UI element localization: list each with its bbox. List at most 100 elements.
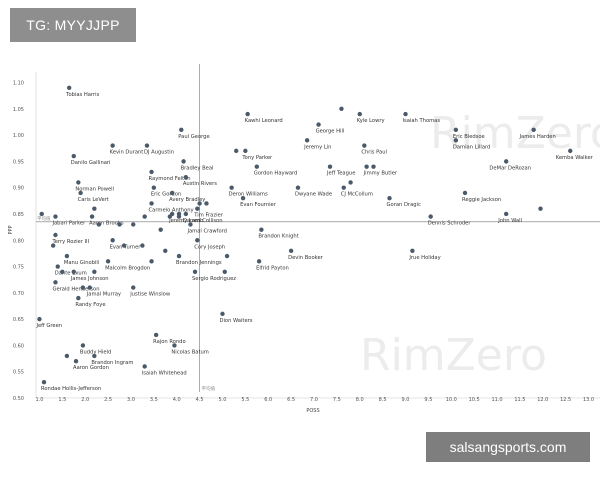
point-label: Kawhi Leonard	[245, 118, 283, 124]
x-tick-label: 5.0	[219, 397, 227, 403]
data-point	[222, 269, 227, 275]
data-point	[142, 214, 147, 219]
data-point	[195, 206, 200, 211]
point-label: Paul George	[178, 134, 209, 140]
data-point	[110, 143, 115, 148]
data-point	[181, 159, 186, 164]
data-point	[176, 253, 182, 259]
x-tick-label: 9.5	[424, 397, 432, 403]
point-label: Rondae Hollis-Jefferson	[41, 386, 101, 392]
point-label: Dennis Schroder	[428, 221, 472, 227]
point-label: Brandon Jennings	[176, 260, 222, 266]
data-point	[316, 122, 321, 127]
point-label: Dion Waiters	[219, 318, 252, 324]
data-point	[371, 164, 376, 169]
x-tick-label: 13.0	[583, 397, 594, 403]
point-label: Jeremy Lin	[303, 144, 331, 150]
data-point	[453, 138, 459, 143]
x-tick-label: 1.5	[58, 397, 66, 403]
y-tick-label: 0.80	[13, 238, 24, 244]
data-point	[503, 211, 509, 217]
y-tick-label: 1.00	[13, 133, 24, 139]
point-label: CJ McCollum	[341, 192, 373, 198]
x-tick-label: 12.5	[560, 397, 571, 403]
point-label: James Harden	[519, 134, 556, 140]
data-point	[327, 164, 333, 169]
data-point	[55, 264, 60, 269]
point-label: John Wall	[497, 218, 522, 224]
point-label: James Johnson	[70, 276, 109, 282]
data-point	[142, 364, 147, 369]
point-label: Raymond Felton	[149, 176, 191, 182]
x-tick-label: 5.5	[241, 397, 249, 403]
data-point	[89, 214, 95, 219]
data-point	[224, 253, 230, 259]
data-point	[117, 222, 122, 227]
data-point	[179, 127, 184, 133]
point-label: Caris LeVert	[78, 197, 109, 203]
point-label: Eric Bledsoe	[453, 134, 485, 140]
data-point	[304, 138, 310, 143]
data-point	[387, 195, 392, 201]
point-label: Buddy Hield	[80, 349, 111, 355]
average-y-label: 平均值	[37, 215, 51, 222]
data-point	[76, 295, 81, 301]
point-label: Justise Winslow	[129, 292, 171, 298]
data-point	[131, 285, 136, 290]
point-label: Jeff Teague	[326, 171, 355, 177]
y-tick-label: 0.70	[13, 291, 24, 297]
point-label: Malcolm Brogdon	[105, 265, 150, 271]
data-point	[195, 238, 200, 243]
data-point	[53, 280, 58, 285]
data-point	[167, 214, 173, 219]
data-point	[410, 248, 415, 253]
x-tick-label: 3.0	[127, 397, 135, 403]
data-point	[105, 259, 111, 264]
x-tick-label: 8.0	[356, 397, 364, 403]
point-label: Tony Parker	[241, 155, 273, 161]
data-point	[568, 148, 573, 154]
data-point	[92, 269, 97, 275]
x-tick-label: 4.0	[173, 397, 181, 403]
data-point	[176, 214, 182, 219]
point-label: Aaron Brooks	[89, 221, 124, 227]
point-label: Chris Paul	[361, 150, 387, 156]
point-label: Gerald Henderson	[52, 286, 99, 292]
data-point	[39, 211, 44, 217]
x-tick-label: 2.5	[104, 397, 112, 403]
data-point	[357, 111, 362, 117]
x-tick-label: 7.5	[333, 397, 341, 403]
data-point	[240, 195, 246, 201]
point-label: Isaiah Whitehead	[142, 370, 187, 376]
data-point	[229, 185, 234, 190]
data-point	[158, 227, 163, 232]
data-point	[64, 253, 70, 259]
point-label: Austin Rivers	[183, 181, 217, 187]
x-axis-title: POSS	[306, 408, 319, 414]
site-badge: salsangsports.com	[426, 432, 590, 462]
data-point	[78, 190, 83, 196]
data-point	[149, 169, 154, 175]
data-point	[151, 185, 157, 190]
data-point	[220, 311, 225, 317]
point-label: Damian Lillard	[453, 144, 491, 150]
point-label: Rajon Rondo	[153, 339, 186, 345]
data-point	[73, 358, 79, 364]
y-tick-label: 1.10	[13, 81, 24, 87]
point-label: Kyle Lowry	[357, 118, 385, 124]
x-tick-label: 6.5	[287, 397, 295, 403]
data-point	[256, 259, 262, 264]
data-point	[41, 380, 47, 385]
data-point	[362, 143, 367, 148]
y-tick-label: 0.90	[13, 186, 24, 192]
data-point	[163, 248, 168, 253]
data-point	[197, 201, 202, 206]
x-axis-ticks: 1.0 1.5 2.0 2.5 3.0 3.5 4.0 4.5 5.0 5.5 6.0 6.5 7.0 7…	[35, 397, 594, 403]
data-point	[254, 164, 259, 169]
y-tick-label: 0.55	[13, 370, 24, 376]
y-tick-label: 1.05	[13, 107, 24, 113]
data-point	[243, 148, 248, 154]
point-label: Evan Turner	[110, 244, 142, 250]
y-tick-label: 0.50	[13, 396, 24, 402]
data-point	[131, 222, 136, 227]
